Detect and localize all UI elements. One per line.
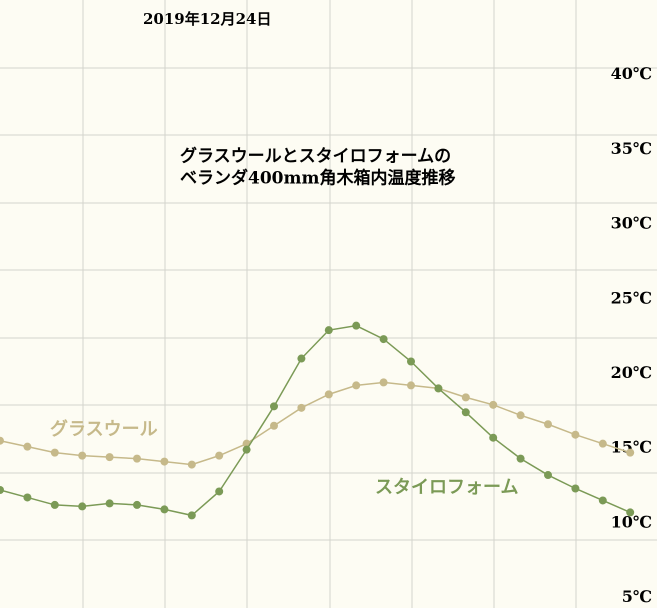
data-point bbox=[270, 402, 278, 411]
data-point bbox=[23, 493, 32, 502]
series-line bbox=[0, 381, 631, 466]
data-point bbox=[544, 471, 552, 480]
date: 2019年12月24日 bbox=[143, 10, 272, 28]
data-point bbox=[297, 354, 306, 363]
data-point bbox=[379, 335, 388, 344]
y-tick-label: 40℃ bbox=[611, 64, 652, 83]
y-tick-label: 5℃ bbox=[622, 587, 652, 606]
data-point bbox=[516, 411, 525, 420]
data-point bbox=[461, 393, 470, 402]
y-tick-label: 10℃ bbox=[611, 512, 652, 531]
data-point bbox=[215, 451, 224, 460]
data-point bbox=[0, 436, 4, 445]
data-point bbox=[133, 500, 141, 509]
data-point bbox=[571, 430, 580, 439]
data-point bbox=[516, 454, 525, 463]
data-point bbox=[598, 439, 607, 448]
data-point bbox=[352, 381, 361, 390]
chart-title: ベランダ400mm角木箱内温度推移 bbox=[180, 168, 455, 189]
data-point bbox=[571, 484, 580, 493]
data-point bbox=[489, 400, 498, 409]
data-point bbox=[187, 460, 196, 469]
legend-label: スタイロフォーム bbox=[375, 477, 518, 498]
y-tick-label: 25℃ bbox=[611, 288, 652, 307]
data-point bbox=[215, 487, 224, 496]
data-point bbox=[0, 485, 4, 494]
data-point bbox=[598, 496, 607, 505]
data-point bbox=[78, 451, 87, 460]
data-point bbox=[270, 421, 278, 430]
data-point bbox=[187, 511, 196, 520]
data-point bbox=[242, 445, 251, 454]
data-point bbox=[544, 420, 552, 429]
data-point bbox=[23, 442, 32, 451]
y-tick-label: 30℃ bbox=[611, 214, 652, 233]
data-point bbox=[379, 378, 388, 387]
data-point bbox=[324, 326, 333, 335]
data-point bbox=[352, 321, 361, 330]
data-point bbox=[50, 500, 59, 509]
data-point bbox=[626, 448, 635, 457]
data-point bbox=[407, 357, 415, 366]
data-point bbox=[489, 433, 498, 442]
data-point bbox=[160, 457, 169, 466]
data-point bbox=[50, 448, 59, 457]
data-point bbox=[407, 381, 415, 390]
data-point bbox=[78, 502, 87, 511]
data-point bbox=[297, 403, 306, 412]
data-point bbox=[133, 454, 141, 463]
data-point bbox=[626, 508, 635, 517]
data-point bbox=[461, 408, 470, 417]
data-point bbox=[324, 390, 333, 399]
data-point bbox=[105, 499, 114, 508]
chart-title: グラスウールとスタイロフォームの bbox=[180, 146, 451, 167]
legend-label: グラスウール bbox=[50, 418, 158, 440]
y-tick-label: 15℃ bbox=[611, 438, 652, 457]
data-point bbox=[434, 384, 443, 393]
y-tick-label: 20℃ bbox=[611, 363, 652, 382]
series-line bbox=[0, 324, 631, 517]
data-point bbox=[105, 453, 114, 462]
data-point bbox=[160, 505, 169, 514]
y-tick-label: 35℃ bbox=[611, 139, 652, 158]
